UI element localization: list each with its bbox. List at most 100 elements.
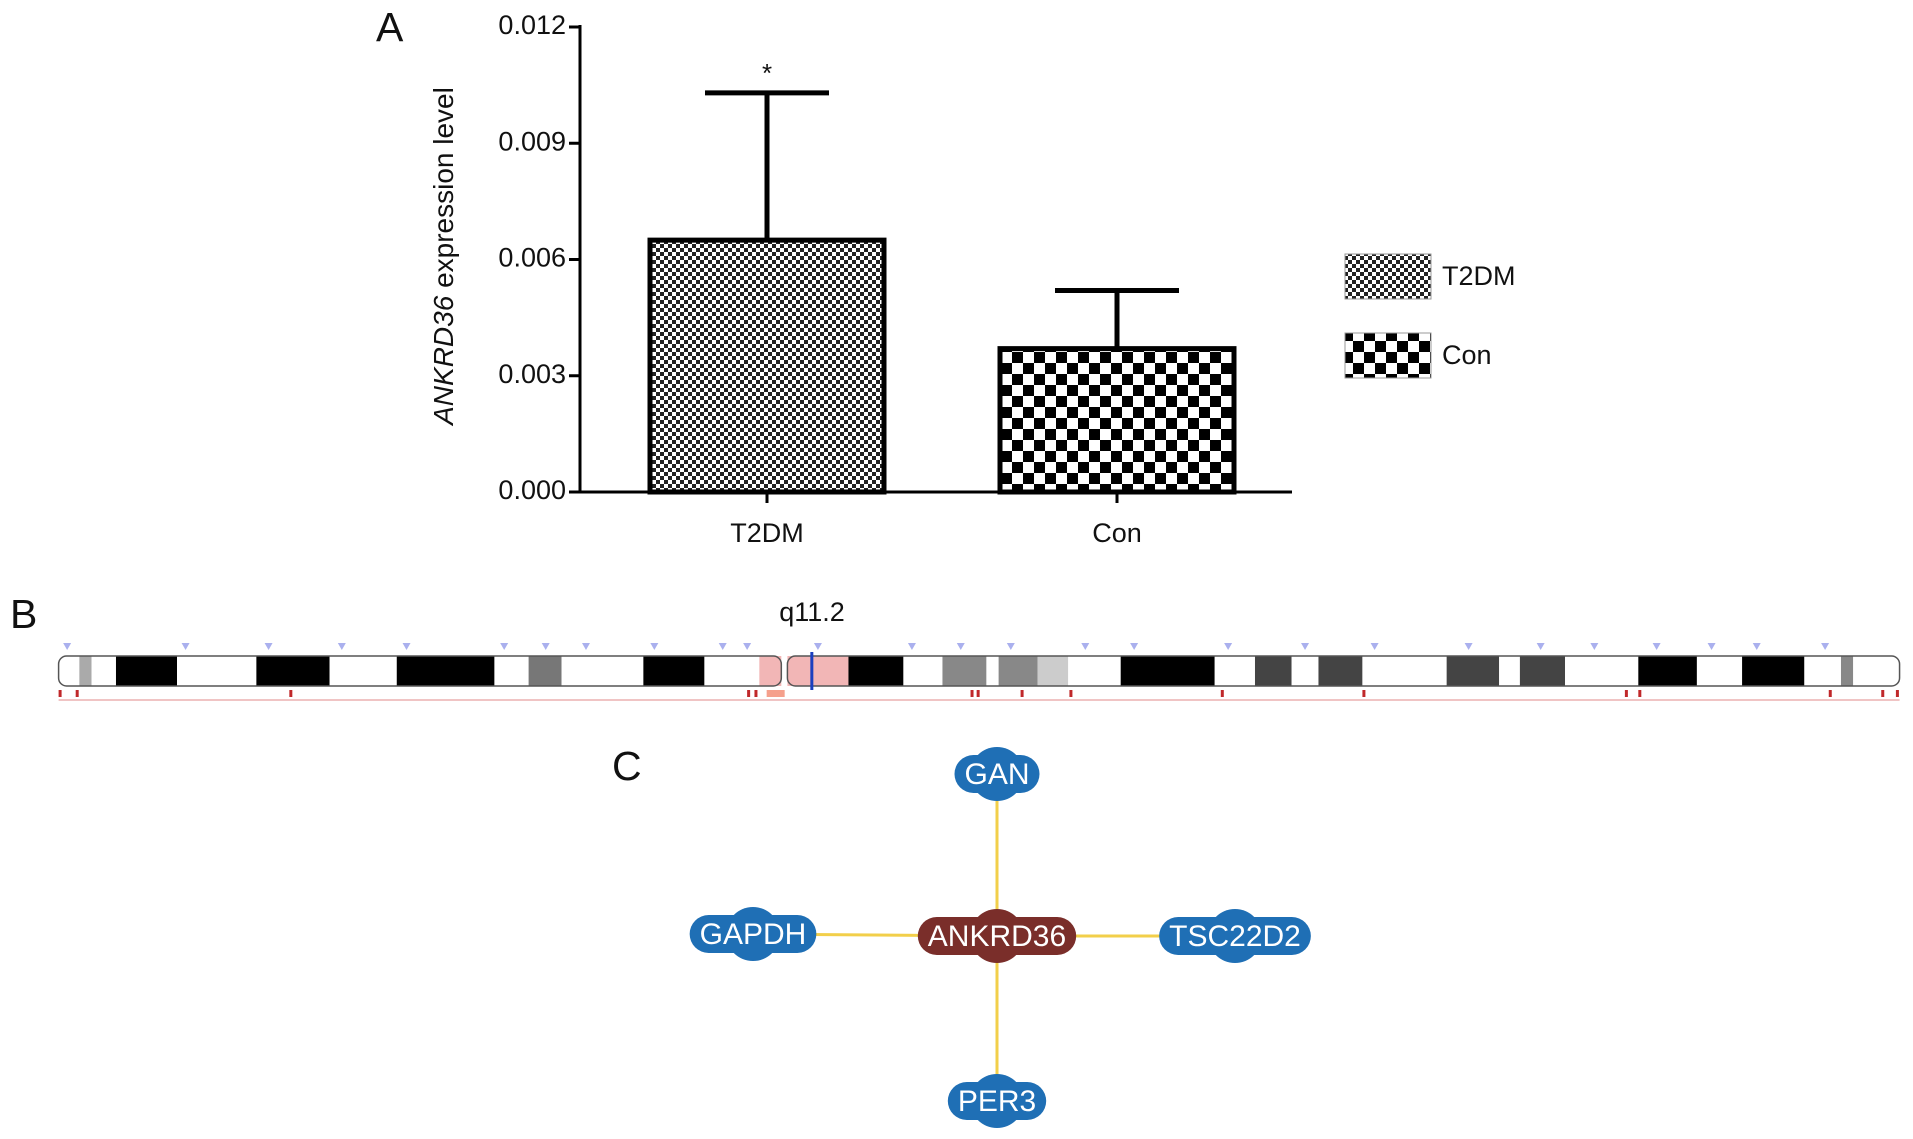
- band: [494, 656, 529, 686]
- band: [998, 656, 1038, 686]
- y-axis-label: ANKRD36 expression level: [428, 87, 459, 427]
- tick-marker: [650, 643, 659, 650]
- node-label: TSC22D2: [1169, 920, 1301, 953]
- band: [1362, 656, 1447, 686]
- node-body: [954, 755, 1040, 793]
- band: [91, 656, 116, 686]
- band: [561, 656, 644, 686]
- band: [256, 656, 330, 686]
- bar: [647, 237, 887, 495]
- feature-marker: [1895, 690, 1899, 697]
- bar: [997, 346, 1237, 495]
- y-tick-label: 0.012: [498, 10, 566, 40]
- feature-marker: [289, 690, 293, 697]
- node-label: GAN: [964, 758, 1029, 791]
- tick-marker: [743, 643, 752, 650]
- ideogram: [57, 643, 1901, 701]
- band: [1742, 656, 1805, 686]
- tick-marker: [1130, 643, 1139, 650]
- feature-marker: [1362, 690, 1366, 697]
- band: [1120, 656, 1215, 686]
- tick-marker: [1370, 643, 1379, 650]
- panel-label: C: [612, 743, 642, 789]
- tick-marker: [500, 643, 509, 650]
- band: [79, 656, 92, 686]
- band-label: q11.2: [779, 597, 845, 627]
- band: [986, 656, 999, 686]
- tick-marker: [541, 643, 550, 650]
- band: [1214, 656, 1255, 686]
- feature-marker: [970, 690, 974, 697]
- y-tick-label: 0.009: [498, 126, 566, 156]
- feature-marker: [1220, 690, 1224, 697]
- y-label-gene: ANKRD36: [428, 295, 459, 427]
- tick-marker: [1006, 643, 1015, 650]
- tick-marker: [337, 643, 346, 650]
- band: [177, 656, 257, 686]
- tick-marker: [1821, 643, 1830, 650]
- band: [1638, 656, 1697, 686]
- legend-label: Con: [1442, 340, 1492, 370]
- feature-marker: [754, 690, 758, 697]
- y-tick-label: 0.006: [498, 243, 566, 273]
- tick-marker: [1707, 643, 1716, 650]
- band: [528, 656, 562, 686]
- tick-marker: [956, 643, 965, 650]
- tick-marker: [1590, 643, 1599, 650]
- node-body: [1159, 917, 1311, 955]
- band: [704, 656, 760, 686]
- band: [1519, 656, 1566, 686]
- feature-marker: [75, 690, 79, 697]
- y-tick-label: 0.003: [498, 359, 566, 389]
- feature-marker: [976, 690, 980, 697]
- tick-marker: [63, 643, 72, 650]
- feature-marker: [1881, 690, 1885, 697]
- band: [115, 656, 178, 686]
- y-tick-label: 0.000: [498, 475, 566, 505]
- node-label: GAPDH: [700, 918, 807, 951]
- legend-swatch: [1344, 253, 1432, 300]
- feature-marker: [1638, 690, 1642, 697]
- tick-marker: [1652, 643, 1661, 650]
- node-label: ANKRD36: [928, 920, 1066, 953]
- tick-marker: [1536, 643, 1545, 650]
- feature-marker: [766, 690, 785, 697]
- band: [942, 656, 987, 686]
- feature-marker: [1020, 690, 1024, 697]
- band: [1291, 656, 1319, 686]
- legend-label: T2DM: [1442, 261, 1516, 291]
- tick-marker: [581, 643, 590, 650]
- tick-marker: [1752, 643, 1761, 650]
- tick-marker: [181, 643, 190, 650]
- node-body: [917, 917, 1077, 955]
- tick-marker: [402, 643, 411, 650]
- significance-mark: *: [762, 58, 772, 88]
- tick-marker: [1081, 643, 1090, 650]
- feature-marker: [1828, 690, 1832, 697]
- band: [1696, 656, 1743, 686]
- panel-label: A: [376, 4, 404, 50]
- tick-marker: [1301, 643, 1310, 650]
- tick-marker: [907, 643, 916, 650]
- legend-swatch: [1344, 332, 1432, 379]
- panel-label: B: [10, 591, 37, 637]
- band: [1853, 656, 1900, 686]
- node-label: PER3: [958, 1085, 1036, 1118]
- band: [787, 656, 849, 686]
- chromosome-outline: [786, 655, 1901, 687]
- band: [396, 656, 495, 686]
- node-body: [689, 915, 817, 953]
- feature-marker: [1624, 690, 1628, 697]
- tick-marker: [1224, 643, 1233, 650]
- band: [1840, 656, 1854, 686]
- node-body: [947, 1082, 1047, 1120]
- x-tick-label: Con: [1092, 518, 1142, 548]
- band: [1565, 656, 1639, 686]
- chromosome-outline: [57, 655, 783, 687]
- band: [329, 656, 397, 686]
- band: [1804, 656, 1841, 686]
- tick-marker: [264, 643, 273, 650]
- band: [1446, 656, 1500, 686]
- band: [1037, 656, 1069, 686]
- band: [1254, 656, 1292, 686]
